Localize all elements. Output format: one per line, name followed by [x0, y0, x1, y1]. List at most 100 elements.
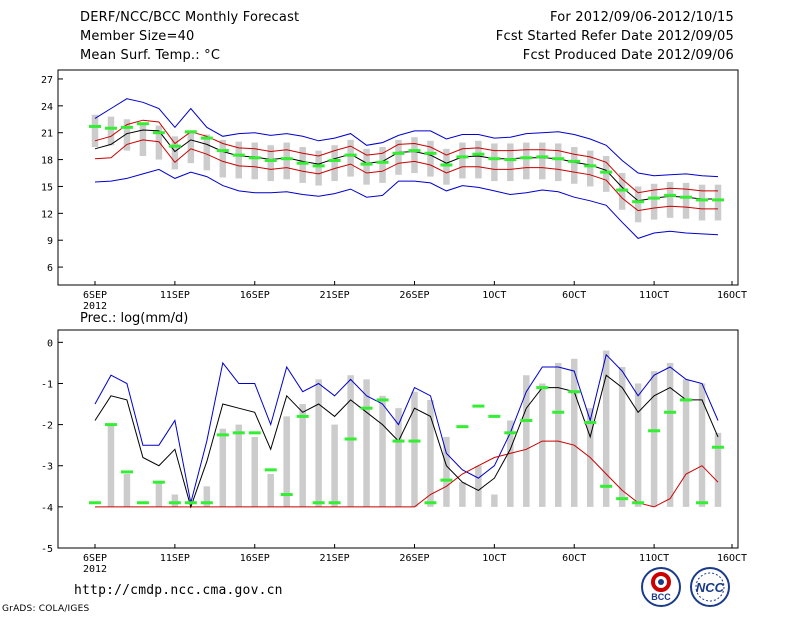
prec-bar: [427, 399, 434, 507]
prec-bar: [123, 473, 131, 507]
temperature-median-tick: [264, 158, 277, 162]
temp-mean-line: [94, 129, 718, 202]
prec-bar: [539, 383, 546, 507]
temperature-ytick-label: 21: [41, 129, 53, 140]
prec-bar: [283, 416, 290, 507]
prec-bar: [475, 465, 482, 507]
prec-bar: [171, 494, 179, 507]
precipitation-median-tick: [392, 439, 405, 443]
temp-box: [219, 139, 227, 178]
temperature-median-tick: [136, 122, 149, 126]
precipitation-median-tick: [456, 425, 469, 429]
temperature-median-tick: [424, 151, 437, 155]
precipitation-median-tick: [584, 421, 597, 425]
produced-date: Fcst Produced Date 2012/09/06: [522, 48, 734, 63]
precipitation-median-tick: [680, 398, 693, 402]
prec-bar: [666, 362, 674, 507]
precipitation-median-tick: [312, 501, 325, 505]
precipitation-median-tick: [552, 410, 565, 414]
prec-bar: [714, 432, 722, 507]
precipitation-ytick-label: -3: [41, 462, 53, 473]
precipitation-median-tick: [616, 497, 629, 501]
prec-bar: [443, 436, 450, 507]
ncc-logo: NCC: [690, 567, 730, 607]
precipitation-median-tick: [248, 431, 261, 435]
temp-box: [251, 142, 258, 180]
temperature-ytick-label: 27: [41, 75, 53, 86]
precipitation-median-tick: [104, 423, 117, 427]
precipitation-xtick-label: 16OCT: [717, 553, 747, 564]
temperature-xtick-label: 1OCT: [482, 290, 506, 301]
precipitation-median-tick: [264, 468, 277, 472]
temperature-ytick-label: 18: [41, 156, 53, 167]
temperature-median-tick: [408, 149, 421, 153]
prec-bar: [411, 391, 418, 507]
precipitation-median-tick: [328, 501, 341, 505]
precipitation-xtick-label: 11SEP: [160, 553, 190, 564]
temp-box: [299, 147, 306, 183]
temperature-median-tick: [296, 161, 309, 165]
precipitation-median-tick: [424, 501, 437, 505]
prec-bar: [299, 404, 306, 507]
temp-box: [491, 143, 498, 182]
prec-bar: [363, 379, 370, 507]
temp-upper-std-line: [94, 119, 718, 194]
precipitation-median-tick: [696, 501, 709, 505]
precipitation-median-tick: [664, 410, 677, 414]
temperature-ytick-label: 6: [47, 263, 53, 274]
temp-box: [187, 132, 195, 164]
refer-date: Fcst Started Refer Date 2012/09/05: [495, 29, 734, 44]
temperature-median-tick: [168, 144, 181, 148]
temperature-median-tick: [376, 160, 389, 164]
temp-box: [602, 156, 610, 192]
prec-bar: [107, 424, 115, 507]
precipitation-median-tick: [408, 439, 421, 443]
temperature-median-tick: [600, 170, 613, 174]
temp-box: [363, 148, 370, 185]
temp-box: [443, 148, 450, 185]
prec-bar: [602, 350, 610, 507]
temp-box: [395, 139, 402, 175]
temperature-median-tick: [120, 125, 133, 129]
precipitation-median-tick: [440, 478, 453, 482]
temperature-median-tick: [152, 131, 165, 135]
temperature-median-tick: [536, 155, 549, 159]
precipitation-median-tick: [600, 484, 613, 488]
temp-box: [267, 145, 274, 182]
temperature-median-tick: [184, 130, 197, 134]
temp-box: [698, 184, 706, 221]
prec-bar: [491, 494, 498, 507]
temp-box: [650, 183, 658, 220]
precipitation-year-label: 2012: [83, 564, 107, 575]
temperature-median-tick: [392, 151, 405, 155]
temp-box: [123, 119, 131, 151]
prec-bar: [155, 482, 163, 507]
prec-mean-line: [94, 374, 719, 509]
temperature-median-tick: [248, 156, 261, 160]
temperature-xtick-label: 16OCT: [717, 290, 747, 301]
temperature-median-tick: [488, 157, 501, 161]
prec-bar: [570, 358, 578, 507]
precipitation-median-tick: [168, 501, 181, 505]
precipitation-median-tick: [472, 404, 485, 408]
precipitation-median-tick: [376, 398, 389, 402]
precipitation-median-tick: [360, 406, 373, 410]
prec-bar: [203, 486, 211, 507]
footer-url[interactable]: http://cmdp.ncc.cma.gov.cn: [74, 583, 283, 598]
precipitation-median-tick: [504, 431, 517, 435]
temperature-median-tick: [632, 200, 645, 204]
temperature-panel-title: Prec.: log(mm/d): [80, 311, 188, 326]
prec-bar: [523, 375, 530, 507]
precipitation-median-tick: [488, 414, 501, 418]
temperature-ytick-label: 15: [41, 182, 53, 193]
temperature-median-tick: [232, 153, 245, 157]
temp-box: [203, 134, 211, 171]
temperature-median-tick: [520, 156, 533, 160]
temp-box: [283, 142, 290, 180]
temperature-median-tick: [280, 157, 293, 161]
precipitation-xtick-label: 11OCT: [639, 553, 669, 564]
prec-bar: [267, 473, 274, 507]
precipitation-ytick-label: -5: [41, 544, 53, 555]
precipitation-median-tick: [712, 445, 724, 449]
temperature-median-tick: [216, 149, 229, 153]
